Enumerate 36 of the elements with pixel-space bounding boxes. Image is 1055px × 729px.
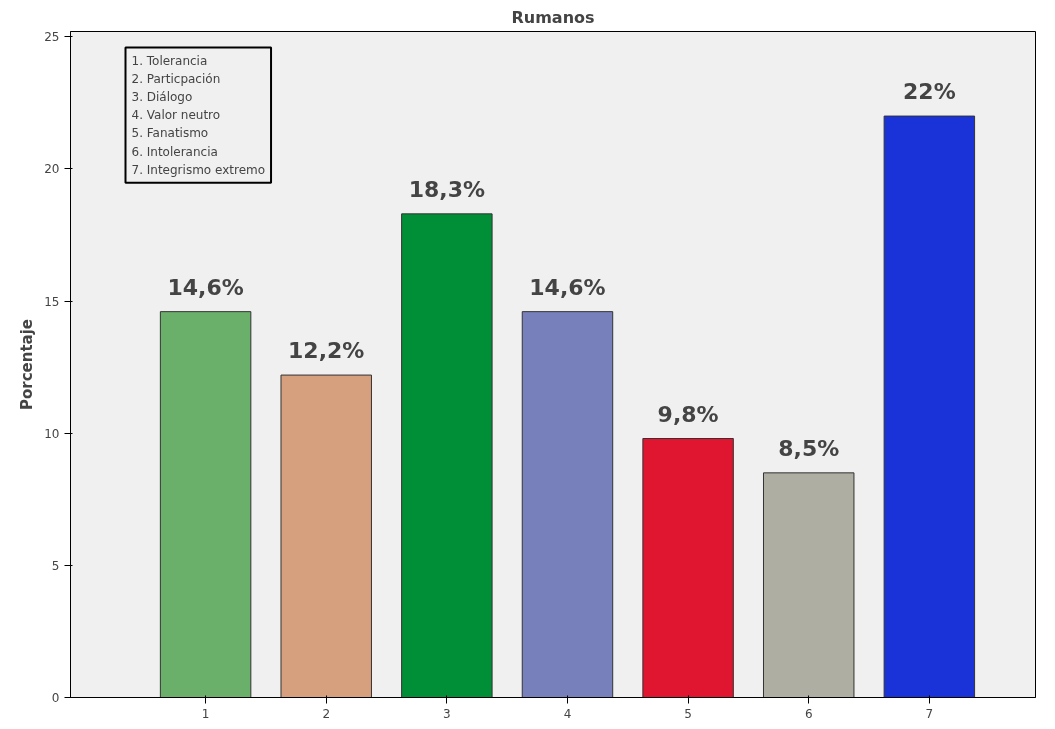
- y-tick-label: 5: [51, 558, 60, 573]
- data-label: 8,5%: [778, 435, 840, 461]
- x-tick-label: 7: [925, 706, 934, 721]
- data-label: 12,2%: [288, 338, 365, 364]
- annotation: 1. Tolerancia: [131, 53, 208, 68]
- chart-title: Rumanos: [511, 7, 595, 27]
- data-label: 22%: [903, 79, 956, 105]
- annotation: 6. Intolerancia: [131, 144, 218, 159]
- y-tick-label: 20: [44, 162, 60, 177]
- bar: [401, 213, 493, 698]
- annotation: 3. Diálogo: [131, 89, 193, 104]
- x-tick-label: 1: [201, 706, 210, 721]
- annotation: 4. Valor neutro: [131, 108, 221, 123]
- x-tick-label: 2: [322, 706, 331, 721]
- data-label: 18,3%: [408, 176, 486, 202]
- annotation: 5. Fanatismo: [131, 126, 209, 141]
- y-tick-label: 15: [44, 294, 60, 309]
- bar: [159, 311, 252, 698]
- y-tick-label: 0: [51, 691, 60, 705]
- bar: [521, 311, 614, 698]
- y-axis-title: Porcentaje: [18, 318, 37, 411]
- x-tick-label: 5: [684, 706, 692, 721]
- bar: [642, 438, 734, 698]
- x-tick-label: 6: [804, 706, 813, 721]
- data-label: 14,6%: [167, 274, 244, 300]
- x-tick-label: 4: [563, 706, 572, 721]
- annotation: 7. Integrismo extremo: [131, 162, 266, 177]
- x-tick-label: 3: [443, 706, 451, 721]
- bar: [280, 374, 372, 698]
- data-label: 14,6%: [529, 274, 606, 300]
- data-label: 9,8%: [657, 401, 719, 427]
- annotation: 2. Particpación: [131, 71, 221, 86]
- bar: [883, 115, 976, 698]
- bar: [762, 472, 855, 698]
- y-tick-label: 10: [44, 426, 60, 441]
- y-tick-label: 25: [44, 30, 60, 45]
